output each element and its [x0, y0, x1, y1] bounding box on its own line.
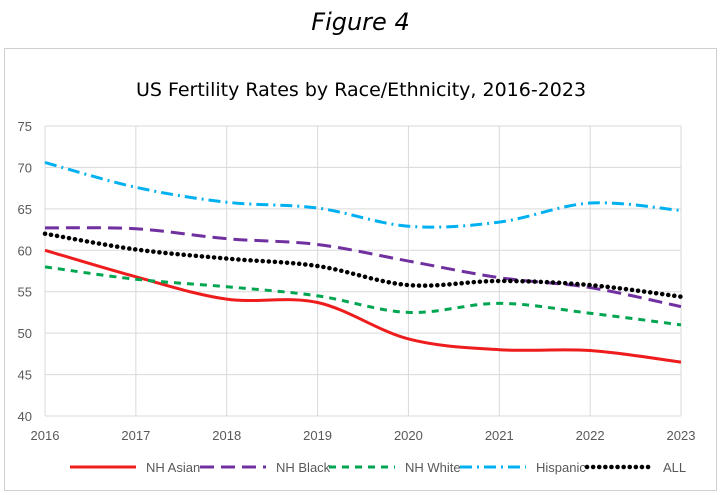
legend: NH Asian NH Black NH White Hispanic ALL	[70, 460, 686, 475]
x-tick-label: 2023	[667, 428, 696, 443]
y-tick-label: 70	[18, 160, 32, 175]
series-line-nh-black	[44, 226, 682, 309]
x-tick-label: 2021	[485, 428, 514, 443]
axes: 40 45 50 55 60 65 70 75 2016 2017 2018 2019 2020 2021…	[18, 119, 696, 443]
chart-frame	[4, 48, 717, 491]
legend-label: NH Black	[276, 460, 331, 475]
legend-label: NH White	[405, 460, 461, 475]
series-line-nh-asian	[44, 248, 682, 364]
gridlines	[44, 125, 682, 417]
chart-title: US Fertility Rates by Race/Ethnicity, 20…	[136, 79, 586, 101]
x-tick-label: 2018	[212, 428, 241, 443]
y-tick-label: 50	[18, 326, 32, 341]
x-tick-label: 2017	[121, 428, 150, 443]
y-tick-label: 75	[18, 119, 32, 134]
legend-label: NH Asian	[146, 460, 200, 475]
y-tick-label: 45	[18, 368, 32, 383]
figure-caption: Figure 4	[311, 8, 410, 36]
y-tick-label: 40	[18, 409, 32, 424]
series-line-hispanic	[44, 161, 682, 229]
legend-label: Hispanic	[536, 460, 586, 475]
x-tick-label: 2022	[576, 428, 605, 443]
legend-label: ALL	[663, 460, 686, 475]
y-tick-label: 65	[18, 202, 32, 217]
series-lines	[42, 161, 684, 364]
x-tick-label: 2016	[31, 428, 60, 443]
x-tick-label: 2020	[394, 428, 423, 443]
series-line-all	[42, 231, 684, 299]
x-tick-label: 2019	[303, 428, 332, 443]
y-tick-label: 55	[18, 285, 32, 300]
series-line-nh-white	[44, 265, 682, 327]
y-tick-label: 60	[18, 243, 32, 258]
